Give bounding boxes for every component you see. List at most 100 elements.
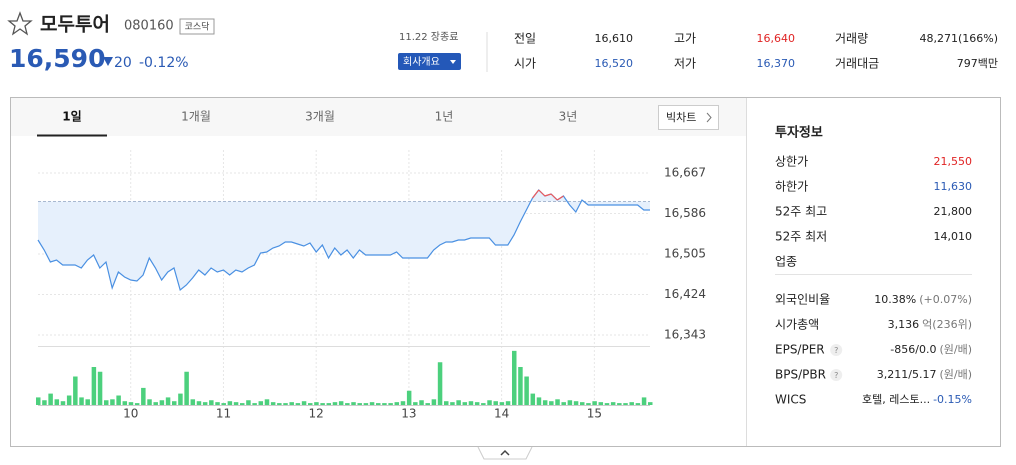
dropdown-arrow [450,60,456,64]
y-tick-label: 16,505 [664,247,706,261]
summary-label: 시가 [514,57,536,71]
tab[interactable]: 1일 [62,110,81,124]
summary-value: 16,370 [757,57,796,70]
collapse-tab[interactable] [477,446,533,460]
volume-bar [586,403,591,405]
info-value: 11,630 [934,180,973,193]
tab[interactable]: 1개월 [181,110,211,124]
volume-bar [159,400,165,405]
volume-bar [66,395,72,405]
info-value: 3,211/5.17 (원/배) [877,368,972,381]
y-tick-label: 16,667 [664,166,706,180]
x-tick-label: 12 [309,407,324,421]
info-title: 투자정보 [775,125,823,141]
volume-bar [270,402,276,405]
volume-bar [468,401,474,405]
help-icon[interactable] [830,344,843,356]
down-arrow [103,57,113,66]
collapse-icon [500,449,510,456]
x-tick-label: 15 [587,407,602,421]
info-value: 21,550 [934,155,973,168]
volume-bar [326,403,332,405]
volume-bar [635,403,641,405]
volume-bar [573,401,579,405]
info-value-main: 11,630 [934,180,973,193]
summary: 전일 16,610 시가 16,520 고가 16,640 저가 16,370 거래량 48,27… [514,32,998,71]
volume-bar [153,402,158,405]
y-tick-label: 16,343 [664,328,706,342]
info-label: 하한가 [775,180,808,194]
volume-bar [289,402,294,405]
volume-bar [314,402,319,405]
volume-bar [382,403,387,405]
volume-bar [431,399,437,405]
summary-value: 48,271(166%) [919,32,998,45]
summary-value: 16,640 [757,32,796,45]
volume-bar [184,371,189,405]
volume-bar [512,350,517,405]
volume-bar [97,371,103,405]
info-value-note: 억(236위) [922,318,972,331]
volume-bar [110,399,115,405]
volume-bar [641,397,647,405]
volume-bar [388,403,393,405]
market-badge [179,18,215,35]
volume-bar [462,402,468,405]
volume-bar [580,402,585,405]
summary-value: 797백만 [957,57,998,70]
volume-bar [128,402,134,405]
volume-bar [141,387,146,405]
volume-bar [246,400,251,405]
big-chart-button[interactable] [658,105,719,130]
volume-bar [450,402,455,405]
tab[interactable]: 3개월 [305,110,335,124]
info-value: 호텔, 레스토... -0.15% [862,393,972,406]
info-value-note: (원/배) [939,368,972,381]
area [38,190,650,290]
volume-bar [202,402,208,405]
info-value: 10.38% (+0.07%) [874,293,972,306]
volume-bar [332,402,338,405]
volume-bar [474,402,480,405]
summary-label: 고가 [674,32,696,46]
info-value-note: -0.15% [933,393,972,406]
volume-bar [85,399,90,405]
info-label: 외국인비율 [775,293,830,307]
volume-bar [629,402,634,405]
chart: 16,667 16,586 16,505 16,424 16,343 10 11 12 13 14… [36,150,706,421]
tab[interactable]: 1년 [435,110,454,124]
volume-bar [617,403,622,405]
company-button[interactable] [398,53,461,70]
volume-bar [122,401,128,405]
volume-bar [258,401,264,405]
volume-bar [518,367,523,405]
price-up-segment [556,195,564,201]
volume-bar [196,401,202,405]
volume-bar [487,400,492,405]
info-value: 14,010 [934,230,973,243]
volume-bar [264,399,270,405]
help-icon[interactable] [830,369,843,381]
chevron [706,112,712,123]
volume-bar [394,402,400,405]
info-label: 52주 최저 [775,230,827,244]
volume-bar [555,399,560,405]
volume-bar [116,395,121,405]
volume-bar [648,402,653,405]
y-tick-label: 16,424 [664,287,706,301]
chart-box [10,97,1001,447]
volume-bar [363,403,369,405]
info-value-main: -856/0.0 [890,343,936,356]
volume-bar [413,402,418,405]
volume-bar [104,400,109,405]
tab[interactable]: 3년 [559,110,578,124]
favorite-star[interactable] [7,11,33,36]
info-value: 21,800 [934,205,973,218]
info-label: 업종 [775,255,797,269]
info-label: 52주 최고 [775,205,827,219]
volume-bar [406,390,412,405]
volume-bar [369,402,375,405]
price-up-segment [538,189,546,197]
market-status: 11.22 장종료 [399,31,458,43]
volume-bar [549,401,554,405]
